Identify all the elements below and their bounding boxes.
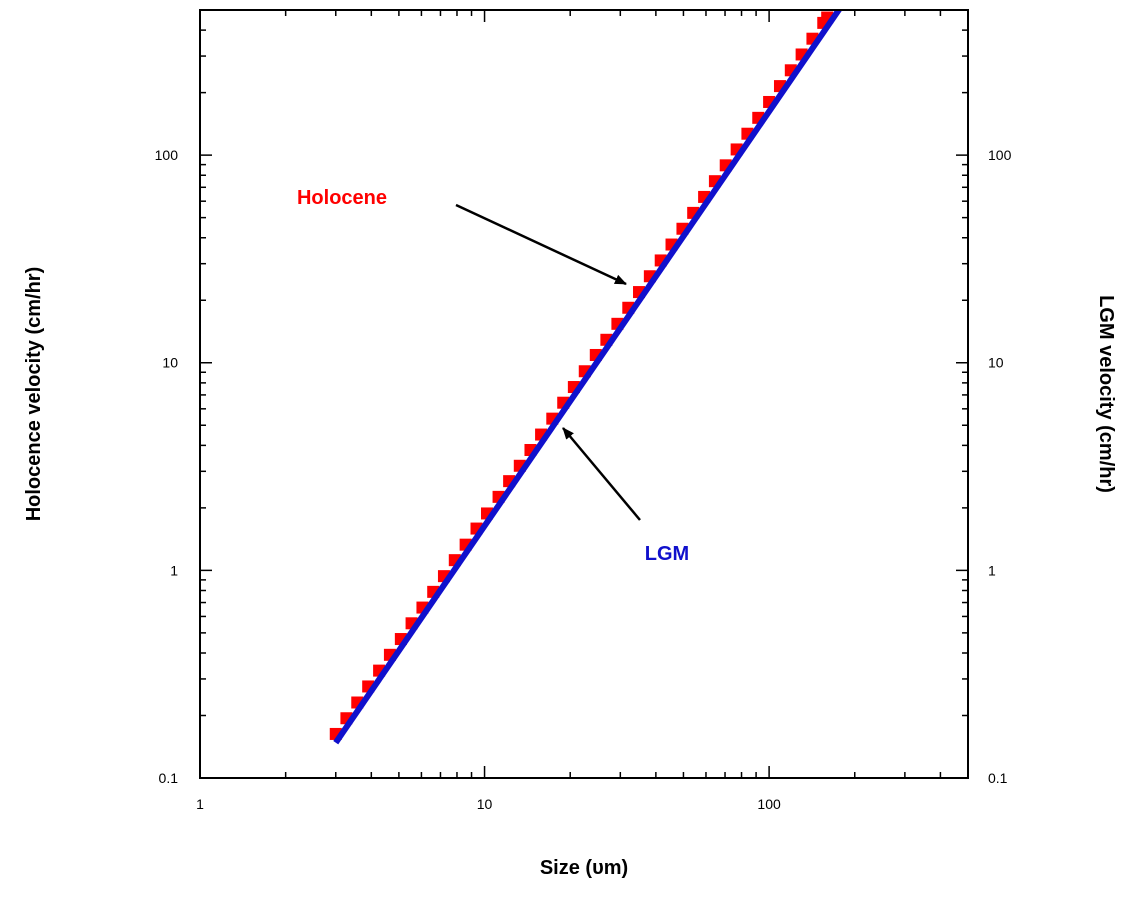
x-axis-title: Size (υm) [540,857,628,879]
annotation-holocene-arrow [455,203,627,286]
annotation-lgm-arrow [562,427,641,521]
y-axis-title-left: Holocence velocity (cm/hr) [23,267,45,522]
y-tick-label-left: 10 [162,355,178,371]
y-tick-label-right: 1 [988,562,996,578]
y-tick-label-right: 0.1 [988,770,1008,786]
series-layer [329,10,843,745]
annotation-lgm-label: LGM [645,543,689,565]
y-axis-title-right: LGM velocity (cm/hr) [1095,295,1117,493]
axis-ticks [199,9,969,779]
series-holocene-markers [329,11,834,740]
data-point-holocene [654,254,667,267]
y-tick-label-left: 100 [155,147,179,163]
y-tick-label-right: 100 [988,147,1012,163]
x-tick-label: 10 [477,796,493,812]
tick-labels: 1 10 100 0.1 1 10 100 0.1 1 10 100 [155,147,1012,812]
series-lgm-line [333,10,843,745]
x-tick-label: 1 [196,796,204,812]
y-tick-label-right: 10 [988,355,1004,371]
x-tick-label: 100 [757,796,781,812]
y-tick-label-left: 1 [170,562,178,578]
annotation-holocene-label: Holocene [297,187,387,209]
plot-frame [199,9,969,779]
y-tick-label-left: 0.1 [159,770,179,786]
